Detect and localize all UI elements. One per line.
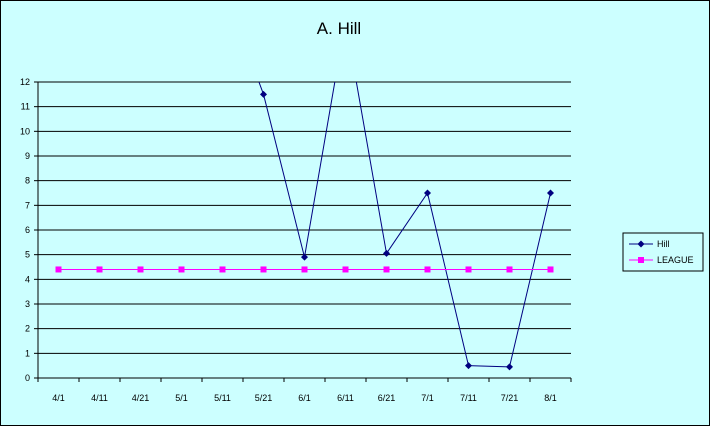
x-tick-label: 5/21 bbox=[255, 393, 273, 403]
data-point-league bbox=[137, 266, 144, 273]
legend-box bbox=[622, 232, 704, 272]
legend-marker bbox=[637, 240, 645, 248]
y-tick-label: 2 bbox=[25, 324, 30, 334]
legend-label: LEAGUE bbox=[657, 255, 694, 265]
data-point-league bbox=[465, 266, 472, 273]
x-tick-label: 4/11 bbox=[91, 393, 108, 403]
data-point-league bbox=[178, 266, 185, 273]
x-tick-label: 5/11 bbox=[214, 393, 231, 403]
data-point-league bbox=[342, 266, 349, 273]
y-tick-label: 3 bbox=[25, 299, 30, 309]
data-point-league bbox=[96, 266, 103, 273]
axes bbox=[34, 81, 572, 382]
y-tick-label: 11 bbox=[21, 102, 30, 112]
y-tick-label: 7 bbox=[25, 200, 30, 210]
x-tick-label: 7/11 bbox=[460, 393, 477, 403]
series-markers bbox=[55, 90, 554, 371]
data-point-league bbox=[260, 266, 267, 273]
y-tick-label: 10 bbox=[20, 126, 30, 136]
data-point-hill bbox=[465, 362, 472, 370]
gridlines bbox=[38, 81, 571, 354]
x-tick-label: 4/21 bbox=[132, 393, 150, 403]
data-point-hill bbox=[301, 253, 308, 261]
x-tick-label: 8/1 bbox=[544, 393, 557, 403]
chart-title: A. Hill bbox=[317, 19, 361, 38]
x-tick-label: 5/1 bbox=[175, 393, 188, 403]
y-tick-label: 12 bbox=[20, 77, 30, 87]
y-tick-label: 6 bbox=[25, 225, 30, 235]
data-point-hill bbox=[506, 363, 513, 371]
y-tick-label: 9 bbox=[25, 151, 30, 161]
x-tick-label: 7/21 bbox=[501, 393, 519, 403]
data-point-league bbox=[383, 266, 390, 273]
y-tick-label: 8 bbox=[25, 176, 30, 186]
data-point-league bbox=[424, 266, 431, 273]
data-point-league bbox=[547, 266, 554, 273]
x-tick-label: 4/1 bbox=[52, 393, 65, 403]
x-tick-label: 6/1 bbox=[298, 393, 311, 403]
legend-label: Hill bbox=[657, 239, 670, 249]
data-point-league bbox=[506, 266, 513, 273]
data-point-hill bbox=[547, 189, 554, 197]
legend: Hill LEAGUE bbox=[622, 232, 704, 272]
data-point-league bbox=[219, 266, 226, 273]
data-point-hill bbox=[424, 189, 431, 197]
data-point-league bbox=[301, 266, 308, 273]
data-point-hill bbox=[260, 90, 267, 98]
y-tick-label: 4 bbox=[25, 274, 30, 284]
x-tick-label: 6/21 bbox=[378, 393, 396, 403]
y-tick-label: 0 bbox=[25, 373, 30, 383]
x-tick-label: 6/11 bbox=[337, 393, 354, 403]
legend-marker bbox=[638, 257, 644, 263]
x-tick-labels: 4/1 4/11 4/21 5/1 5/11 5/21 6/1 6/11 6/21 7/1 7/11… bbox=[52, 393, 557, 403]
data-point-hill bbox=[383, 249, 390, 257]
data-point-league bbox=[55, 266, 62, 273]
y-tick-label: 1 bbox=[25, 348, 30, 358]
y-tick-label: 5 bbox=[25, 250, 30, 260]
x-tick-label: 7/1 bbox=[421, 393, 434, 403]
